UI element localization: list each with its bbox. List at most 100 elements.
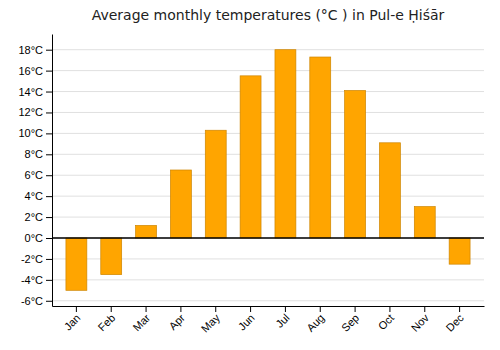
y-tick-label: 12°C — [18, 106, 43, 118]
bar — [414, 207, 435, 238]
x-tick-label: Jun — [236, 312, 257, 333]
x-tick: Sep — [339, 306, 361, 334]
x-axis: Jan Feb Mar Apr May Jun Jul Aug Sep Oct Nov Dec — [53, 306, 485, 335]
y-tick-label: 2°C — [25, 211, 44, 223]
y-tick-label: 0°C — [25, 232, 44, 244]
y-tick-label: 14°C — [18, 86, 43, 98]
y-tick: -2°C — [21, 253, 52, 265]
bar — [101, 238, 122, 275]
y-tick-label: 4°C — [25, 190, 44, 202]
x-tick: Mar — [130, 306, 152, 333]
y-tick-label: 10°C — [18, 127, 43, 139]
grid-line — [52, 238, 484, 239]
plot: -6°C -4°C -2°C 0°C 2°C 4°C 6°C 8°C 10°C 12°C 14°C 1… — [18, 35, 484, 335]
y-tick: -6°C — [21, 295, 52, 307]
x-tick-mark — [355, 306, 356, 312]
y-tick: 10°C — [18, 127, 52, 139]
y-tick: 18°C — [18, 44, 52, 56]
y-tick-label: 18°C — [18, 44, 43, 56]
bar — [379, 143, 400, 238]
x-tick-label: Jan — [62, 312, 83, 333]
y-tick: -4°C — [21, 274, 52, 286]
x-tick-mark — [146, 306, 147, 312]
grid — [52, 50, 484, 301]
y-tick: 4°C — [25, 190, 52, 202]
x-tick-mark — [215, 306, 216, 312]
y-tick-mark — [46, 71, 52, 72]
grid-line — [52, 300, 484, 301]
y-tick-mark — [46, 280, 52, 281]
x-tick-label: Dec — [444, 311, 467, 334]
bar — [205, 130, 226, 238]
x-tick-mark — [320, 306, 321, 312]
y-tick-label: -6°C — [21, 295, 43, 307]
y-tick-label: 16°C — [18, 65, 43, 77]
x-tick-mark — [285, 306, 286, 312]
x-tick-label: Jul — [273, 312, 291, 330]
grid-line — [52, 70, 484, 71]
y-tick-mark — [46, 196, 52, 197]
grid-line — [52, 133, 484, 134]
grid-line — [52, 112, 484, 113]
y-tick-mark — [46, 301, 52, 302]
grid-line — [52, 49, 484, 50]
zero-line — [52, 237, 484, 239]
x-tick-label: Sep — [339, 312, 361, 334]
y-tick-label: -2°C — [21, 253, 43, 265]
y-tick-mark — [46, 154, 52, 155]
y-tick-label: 6°C — [25, 169, 44, 181]
x-tick-mark — [180, 306, 181, 312]
x-tick: Jan — [62, 306, 83, 333]
y-tick: 2°C — [25, 211, 52, 223]
x-tick: Jul — [273, 306, 291, 330]
y-axis-line — [52, 35, 53, 307]
x-tick-mark — [76, 306, 77, 312]
y-tick-mark — [46, 50, 52, 51]
y-tick-mark — [46, 175, 52, 176]
grid-line — [52, 196, 484, 197]
x-tick: Nov — [409, 306, 432, 334]
x-tick-mark — [389, 306, 390, 312]
grid-line — [52, 175, 484, 176]
bar — [66, 238, 87, 290]
x-tick: Jun — [236, 306, 257, 333]
x-tick-label: Mar — [130, 311, 152, 333]
bar — [136, 225, 157, 238]
x-tick-mark — [424, 306, 425, 312]
bar — [310, 57, 331, 238]
y-tick: 8°C — [25, 148, 52, 160]
bar — [345, 90, 366, 238]
x-tick-mark — [250, 306, 251, 312]
y-tick-mark — [46, 133, 52, 134]
x-tick: Feb — [96, 306, 118, 333]
bar — [170, 170, 191, 238]
x-tick-label: Oct — [376, 312, 397, 333]
grid-line — [52, 279, 484, 280]
x-tick-label: Feb — [96, 312, 118, 334]
y-tick: 6°C — [25, 169, 52, 181]
x-tick: Dec — [444, 306, 467, 334]
y-tick-mark — [46, 238, 52, 239]
grid-line — [52, 91, 484, 92]
bars — [52, 50, 484, 291]
chart: Average monthly temperatures (°C ) in Pu… — [0, 0, 500, 350]
y-axis: -6°C -4°C -2°C 0°C 2°C 4°C 6°C 8°C 10°C 12°C 14°C 1… — [18, 35, 52, 307]
x-tick-label: May — [199, 311, 223, 335]
x-tick-mark — [111, 306, 112, 312]
x-tick: Oct — [376, 306, 397, 332]
x-tick: Apr — [167, 306, 188, 332]
bar — [449, 238, 470, 264]
y-tick: 16°C — [18, 65, 52, 77]
title: Average monthly temperatures (°C ) in Pu… — [92, 7, 445, 23]
y-tick: 14°C — [18, 86, 52, 98]
bar — [275, 50, 296, 238]
x-tick-label: Nov — [409, 311, 432, 334]
x-axis-line — [53, 306, 485, 307]
x-tick-mark — [459, 306, 460, 312]
x-tick: Aug — [304, 306, 326, 334]
y-tick: 12°C — [18, 106, 52, 118]
y-tick: 0°C — [25, 232, 52, 244]
grid-line — [52, 154, 484, 155]
y-tick-mark — [46, 92, 52, 93]
y-tick-mark — [46, 112, 52, 113]
